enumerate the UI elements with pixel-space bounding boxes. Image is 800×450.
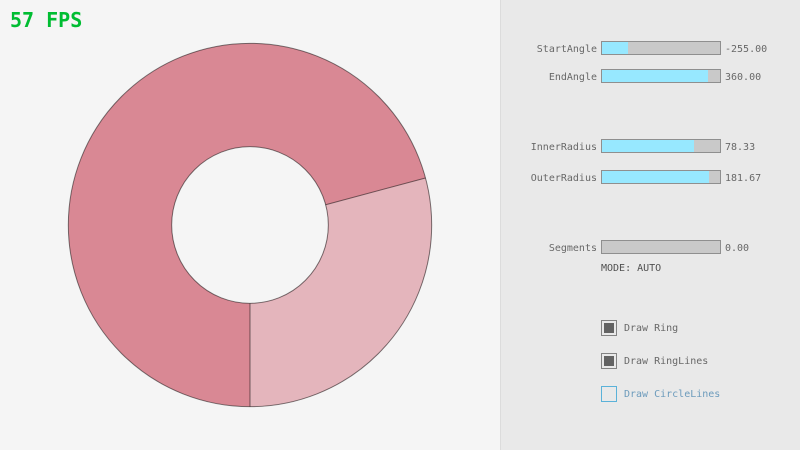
slider-row-innerradius: InnerRadius 78.33 (501, 139, 800, 153)
draw-ring-checkbox[interactable] (601, 320, 617, 336)
ring-start-angle-line (325, 177, 426, 206)
ring-canvas (67, 42, 433, 408)
slider-row-segments: Segments 0.00 (501, 240, 800, 254)
startangle-value: -255.00 (725, 44, 768, 55)
outerradius-slider-fill (602, 171, 710, 183)
startangle-slider-fill (602, 42, 628, 54)
segments-label: Segments (548, 243, 597, 254)
draw-circlelines-label: Draw CircleLines (624, 388, 721, 400)
segments-mode-text: MODE: AUTO (601, 263, 662, 274)
slider-row-startangle: StartAngle -255.00 (501, 41, 800, 55)
ring-sector-light (250, 177, 432, 407)
segments-slider[interactable] (601, 240, 721, 254)
innerradius-label: InnerRadius (530, 142, 597, 153)
controls-panel: StartAngle -255.00 EndAngle 360.00 Inner… (500, 0, 800, 450)
innerradius-slider-fill (602, 140, 695, 152)
fps-counter: 57 FPS (10, 8, 83, 32)
draw-ringlines-checkbox[interactable] (601, 353, 617, 369)
outerradius-value: 181.67 (725, 173, 762, 184)
endangle-slider-fill (602, 70, 709, 82)
segments-value: 0.00 (725, 243, 750, 254)
slider-row-endangle: EndAngle 360.00 (501, 69, 800, 83)
slider-row-outerradius: OuterRadius 181.67 (501, 170, 800, 184)
draw-ringlines-label: Draw RingLines (624, 355, 709, 367)
startangle-label: StartAngle (536, 44, 597, 55)
innerradius-slider[interactable] (601, 139, 721, 153)
outerradius-label: OuterRadius (530, 173, 597, 184)
checkmark-icon (604, 356, 614, 366)
checkbox-row-draw-ring: Draw Ring (601, 320, 678, 336)
checkbox-row-draw-ringlines: Draw RingLines (601, 353, 708, 369)
draw-ring-label: Draw Ring (624, 322, 679, 334)
checkbox-row-draw-circlelines: Draw CircleLines (601, 386, 720, 402)
endangle-label: EndAngle (548, 72, 597, 83)
draw-circlelines-checkbox[interactable] (601, 386, 617, 402)
endangle-slider[interactable] (601, 69, 721, 83)
checkmark-icon (604, 323, 614, 333)
ring-inner-outline (171, 146, 329, 304)
startangle-slider[interactable] (601, 41, 721, 55)
endangle-value: 360.00 (725, 72, 762, 83)
innerradius-value: 78.33 (725, 142, 756, 153)
outerradius-slider[interactable] (601, 170, 721, 184)
